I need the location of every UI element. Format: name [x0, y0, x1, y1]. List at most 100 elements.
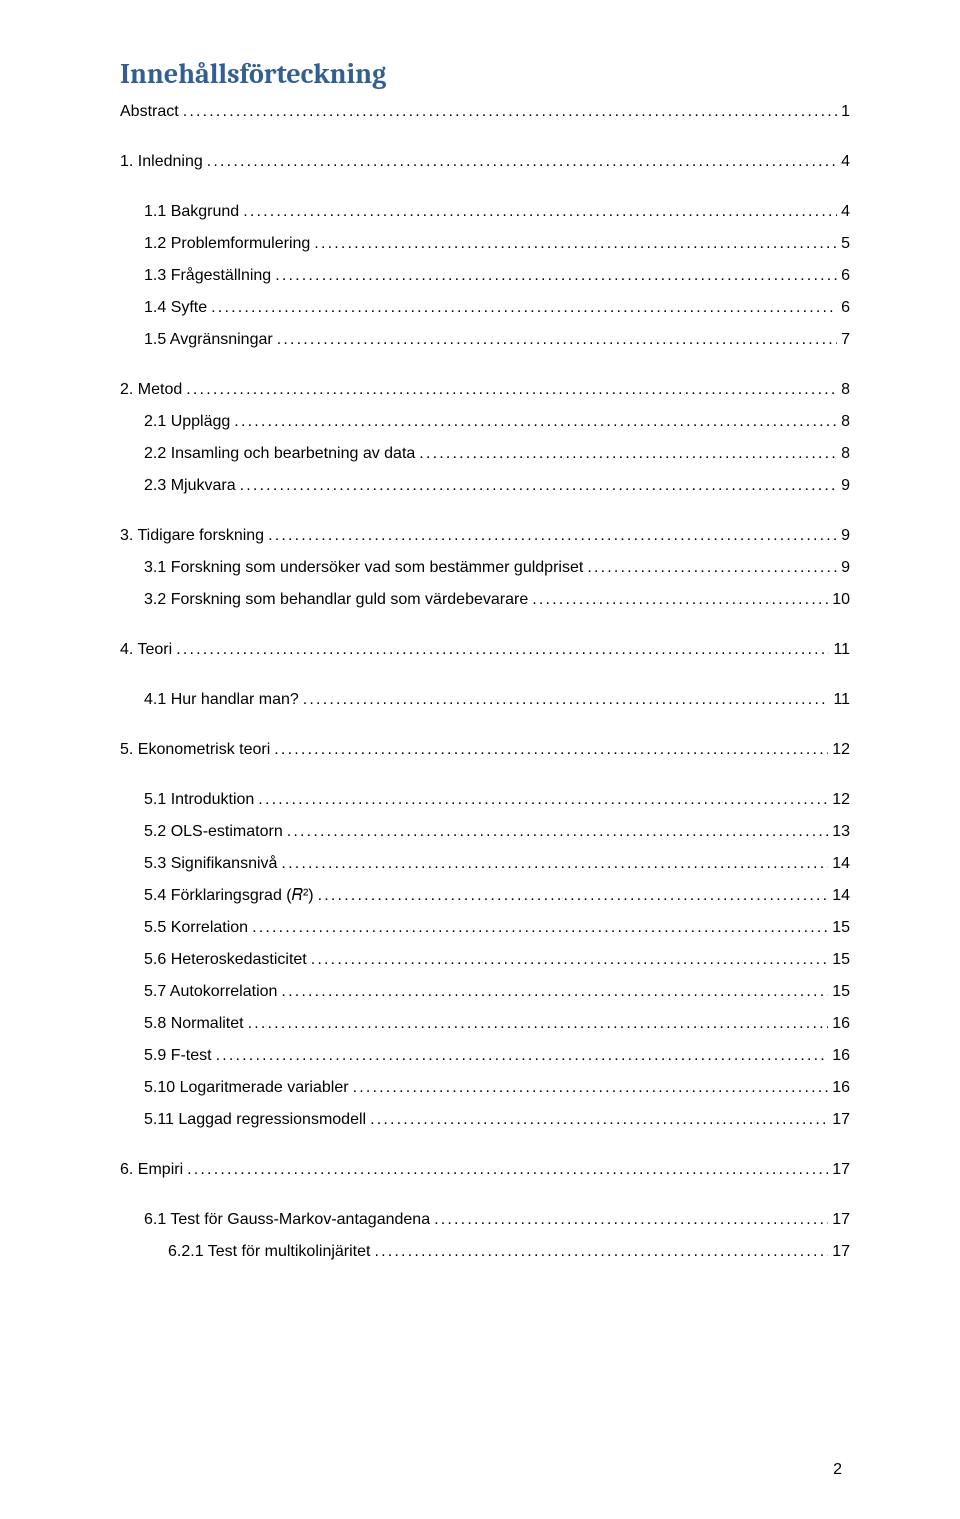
- toc-entry-page: 9: [841, 560, 850, 576]
- toc-entry-page: 16: [832, 1016, 850, 1032]
- toc-leader-dots: [268, 528, 837, 544]
- toc-leader-dots: [274, 742, 828, 758]
- toc-entry: 6. Empiri 17: [120, 1162, 850, 1178]
- toc-entry-page: 4: [841, 204, 850, 220]
- toc-entry-page: 9: [841, 478, 850, 494]
- toc-entry: 1.3 Frågeställning 6: [120, 268, 850, 284]
- toc-leader-dots: [240, 478, 838, 494]
- toc-entry-page: 14: [832, 888, 850, 904]
- toc-leader-dots: [587, 560, 837, 576]
- toc-entry: 5.5 Korrelation 15: [120, 920, 850, 936]
- toc-entry-label: 3.1 Forskning som undersöker vad som bes…: [144, 560, 583, 576]
- toc-entry-label: 1. Inledning: [120, 154, 203, 170]
- toc-leader-dots: [434, 1212, 828, 1228]
- toc-entry: 6.1 Test för Gauss-Markov-antagandena 17: [120, 1212, 850, 1228]
- toc-leader-dots: [216, 1048, 829, 1064]
- toc-leader-dots: [277, 332, 837, 348]
- toc-entry-page: 9: [841, 528, 850, 544]
- toc-entry-page: 11: [833, 642, 850, 658]
- toc-leader-dots: [258, 792, 828, 808]
- toc-entry-page: 8: [841, 446, 850, 462]
- toc-entry: 5.9 F-test 16: [120, 1048, 850, 1064]
- toc-entry: 1.5 Avgränsningar 7: [120, 332, 850, 348]
- toc-entry-label: 5.1 Introduktion: [144, 792, 254, 808]
- toc-leader-dots: [287, 824, 828, 840]
- toc-entry: 5.11 Laggad regressionsmodell 17: [120, 1112, 850, 1128]
- toc-entry-page: 1: [841, 104, 850, 120]
- toc-entry-label: 6.2.1 Test för multikolinjäritet: [168, 1244, 370, 1260]
- toc-entry: 5. Ekonometrisk teori 12: [120, 742, 850, 758]
- toc-entry: 5.3 Signifikansnivå 14: [120, 856, 850, 872]
- toc-leader-dots: [281, 856, 828, 872]
- toc-leader-dots: [532, 592, 828, 608]
- toc-entry-label: 1.4 Syfte: [144, 300, 207, 316]
- toc-leader-dots: [419, 446, 837, 462]
- toc-entry: 3. Tidigare forskning 9: [120, 528, 850, 544]
- toc-leader-dots: [281, 984, 828, 1000]
- toc-entry: 2.1 Upplägg 8: [120, 414, 850, 430]
- toc-entry-label: 4.1 Hur handlar man?: [144, 692, 299, 708]
- toc-entry-page: 17: [832, 1162, 850, 1178]
- toc-leader-dots: [303, 692, 830, 708]
- toc-entry-label: 5.3 Signifikansnivå: [144, 856, 277, 872]
- toc-entry-page: 8: [841, 414, 850, 430]
- toc-leader-dots: [186, 382, 837, 398]
- toc-entry: 2. Metod 8: [120, 382, 850, 398]
- toc-entry-label: 5.6 Heteroskedasticitet: [144, 952, 307, 968]
- toc-entry-label: 5.4 Förklaringsgrad (𝑅²): [144, 888, 314, 904]
- toc-entry: 4.1 Hur handlar man? 11: [120, 692, 850, 708]
- toc-entry-page: 12: [832, 792, 850, 808]
- toc-entry-label: 5.5 Korrelation: [144, 920, 248, 936]
- toc-entry-page: 17: [832, 1244, 850, 1260]
- page-number: 2: [833, 1461, 842, 1479]
- toc-entry: 2.2 Insamling och bearbetning av data 8: [120, 446, 850, 462]
- toc-entry-label: 4. Teori: [120, 642, 172, 658]
- toc-entry-label: 1.5 Avgränsningar: [144, 332, 273, 348]
- toc-entry-label: 1.3 Frågeställning: [144, 268, 271, 284]
- toc-entry-page: 16: [832, 1080, 850, 1096]
- toc-leader-dots: [183, 104, 837, 120]
- toc-leader-dots: [243, 204, 837, 220]
- toc-entry: 5.1 Introduktion 12: [120, 792, 850, 808]
- toc-entry-page: 17: [832, 1212, 850, 1228]
- toc-entry-page: 4: [841, 154, 850, 170]
- toc-title: Innehållsförteckning: [120, 58, 850, 90]
- toc-leader-dots: [207, 154, 837, 170]
- toc-entry-label: 2. Metod: [120, 382, 182, 398]
- toc-list: Abstract 11. Inledning 41.1 Bakgrund 41.…: [120, 104, 850, 1260]
- toc-entry-page: 5: [841, 236, 850, 252]
- toc-entry-label: 5.2 OLS-estimatorn: [144, 824, 283, 840]
- toc-entry: Abstract 1: [120, 104, 850, 120]
- toc-leader-dots: [318, 888, 829, 904]
- toc-entry-label: 5.11 Laggad regressionsmodell: [144, 1112, 366, 1128]
- toc-entry-label: 5. Ekonometrisk teori: [120, 742, 270, 758]
- toc-entry: 1.1 Bakgrund 4: [120, 204, 850, 220]
- toc-leader-dots: [353, 1080, 829, 1096]
- toc-leader-dots: [275, 268, 837, 284]
- toc-entry: 5.2 OLS-estimatorn 13: [120, 824, 850, 840]
- toc-leader-dots: [314, 236, 837, 252]
- toc-entry-label: 1.1 Bakgrund: [144, 204, 239, 220]
- toc-entry-page: 15: [832, 952, 850, 968]
- toc-entry-page: 14: [832, 856, 850, 872]
- toc-entry-label: 1.2 Problemformulering: [144, 236, 310, 252]
- toc-leader-dots: [370, 1112, 828, 1128]
- toc-entry: 1.2 Problemformulering 5: [120, 236, 850, 252]
- toc-entry-label: 6. Empiri: [120, 1162, 183, 1178]
- toc-entry-page: 13: [832, 824, 850, 840]
- toc-leader-dots: [176, 642, 829, 658]
- toc-entry-label: 5.7 Autokorrelation: [144, 984, 277, 1000]
- toc-entry-label: 5.8 Normalitet: [144, 1016, 244, 1032]
- toc-entry: 5.4 Förklaringsgrad (𝑅²) 14: [120, 888, 850, 904]
- toc-entry-page: 10: [832, 592, 850, 608]
- toc-entry: 4. Teori 11: [120, 642, 850, 658]
- toc-entry-label: 2.2 Insamling och bearbetning av data: [144, 446, 415, 462]
- toc-entry: 3.2 Forskning som behandlar guld som vär…: [120, 592, 850, 608]
- toc-leader-dots: [311, 952, 828, 968]
- toc-leader-dots: [252, 920, 828, 936]
- toc-leader-dots: [187, 1162, 828, 1178]
- toc-entry-page: 6: [841, 268, 850, 284]
- toc-entry: 3.1 Forskning som undersöker vad som bes…: [120, 560, 850, 576]
- toc-entry: 5.6 Heteroskedasticitet 15: [120, 952, 850, 968]
- toc-entry-label: 3.2 Forskning som behandlar guld som vär…: [144, 592, 528, 608]
